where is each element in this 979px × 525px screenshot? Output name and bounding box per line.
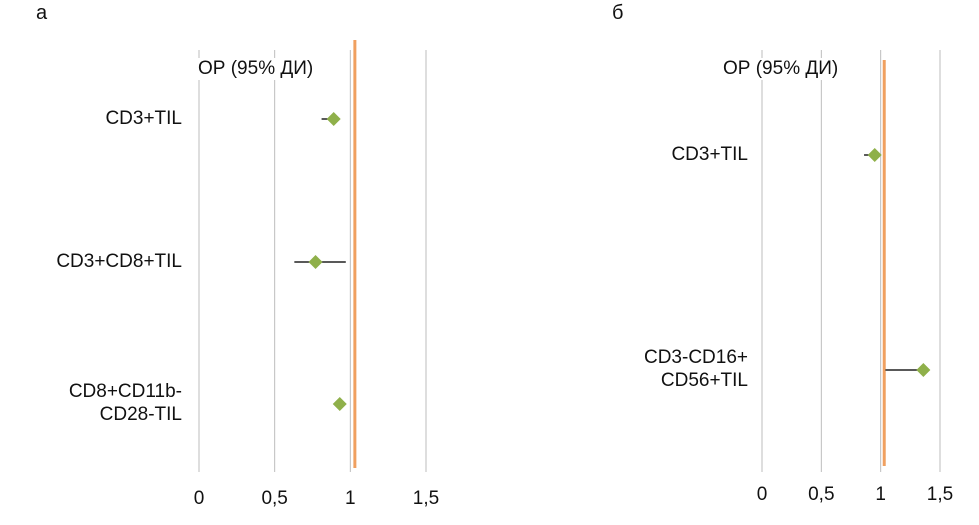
row-label-line: CD56+TIL	[660, 370, 748, 391]
estimate-marker	[326, 112, 341, 126]
estimate-marker	[332, 397, 347, 411]
panel-label-a: а	[36, 2, 48, 24]
row-label: CD3+TIL	[671, 143, 748, 166]
x-tick-label: 0	[193, 488, 205, 509]
x-tick-label: 1,5	[412, 488, 440, 509]
x-tick-label: 1	[345, 488, 356, 509]
row-label-line: CD3+TIL	[105, 108, 182, 129]
panel-label-b: б	[612, 2, 624, 24]
row-label: CD8+CD11b- CD28-TIL	[69, 380, 182, 426]
x-tick-label: 0	[756, 484, 768, 505]
x-tick-label: 0,5	[808, 484, 835, 505]
column-header: ОР (95% ДИ)	[721, 58, 841, 80]
row-label: CD3-CD16+ CD56+TIL	[644, 346, 748, 392]
column-header: ОР (95% ДИ)	[196, 58, 316, 80]
row-label-line: CD3-CD16+	[643, 347, 748, 368]
estimate-marker	[916, 363, 931, 377]
row-label-line: CD28-TIL	[99, 404, 182, 425]
row-label-line: CD8+CD11b-	[68, 381, 182, 402]
x-tick-label: 0,5	[261, 488, 288, 509]
row-label-line: CD3+CD8+TIL	[56, 251, 182, 272]
row-label: CD3+CD8+TIL	[56, 250, 182, 273]
estimate-marker	[867, 148, 882, 162]
row-label: CD3+TIL	[105, 107, 182, 130]
estimate-marker	[308, 255, 323, 269]
x-tick-label: 1,5	[926, 484, 954, 505]
x-tick-label: 1	[875, 484, 886, 505]
row-label-line: CD3+TIL	[671, 144, 748, 165]
